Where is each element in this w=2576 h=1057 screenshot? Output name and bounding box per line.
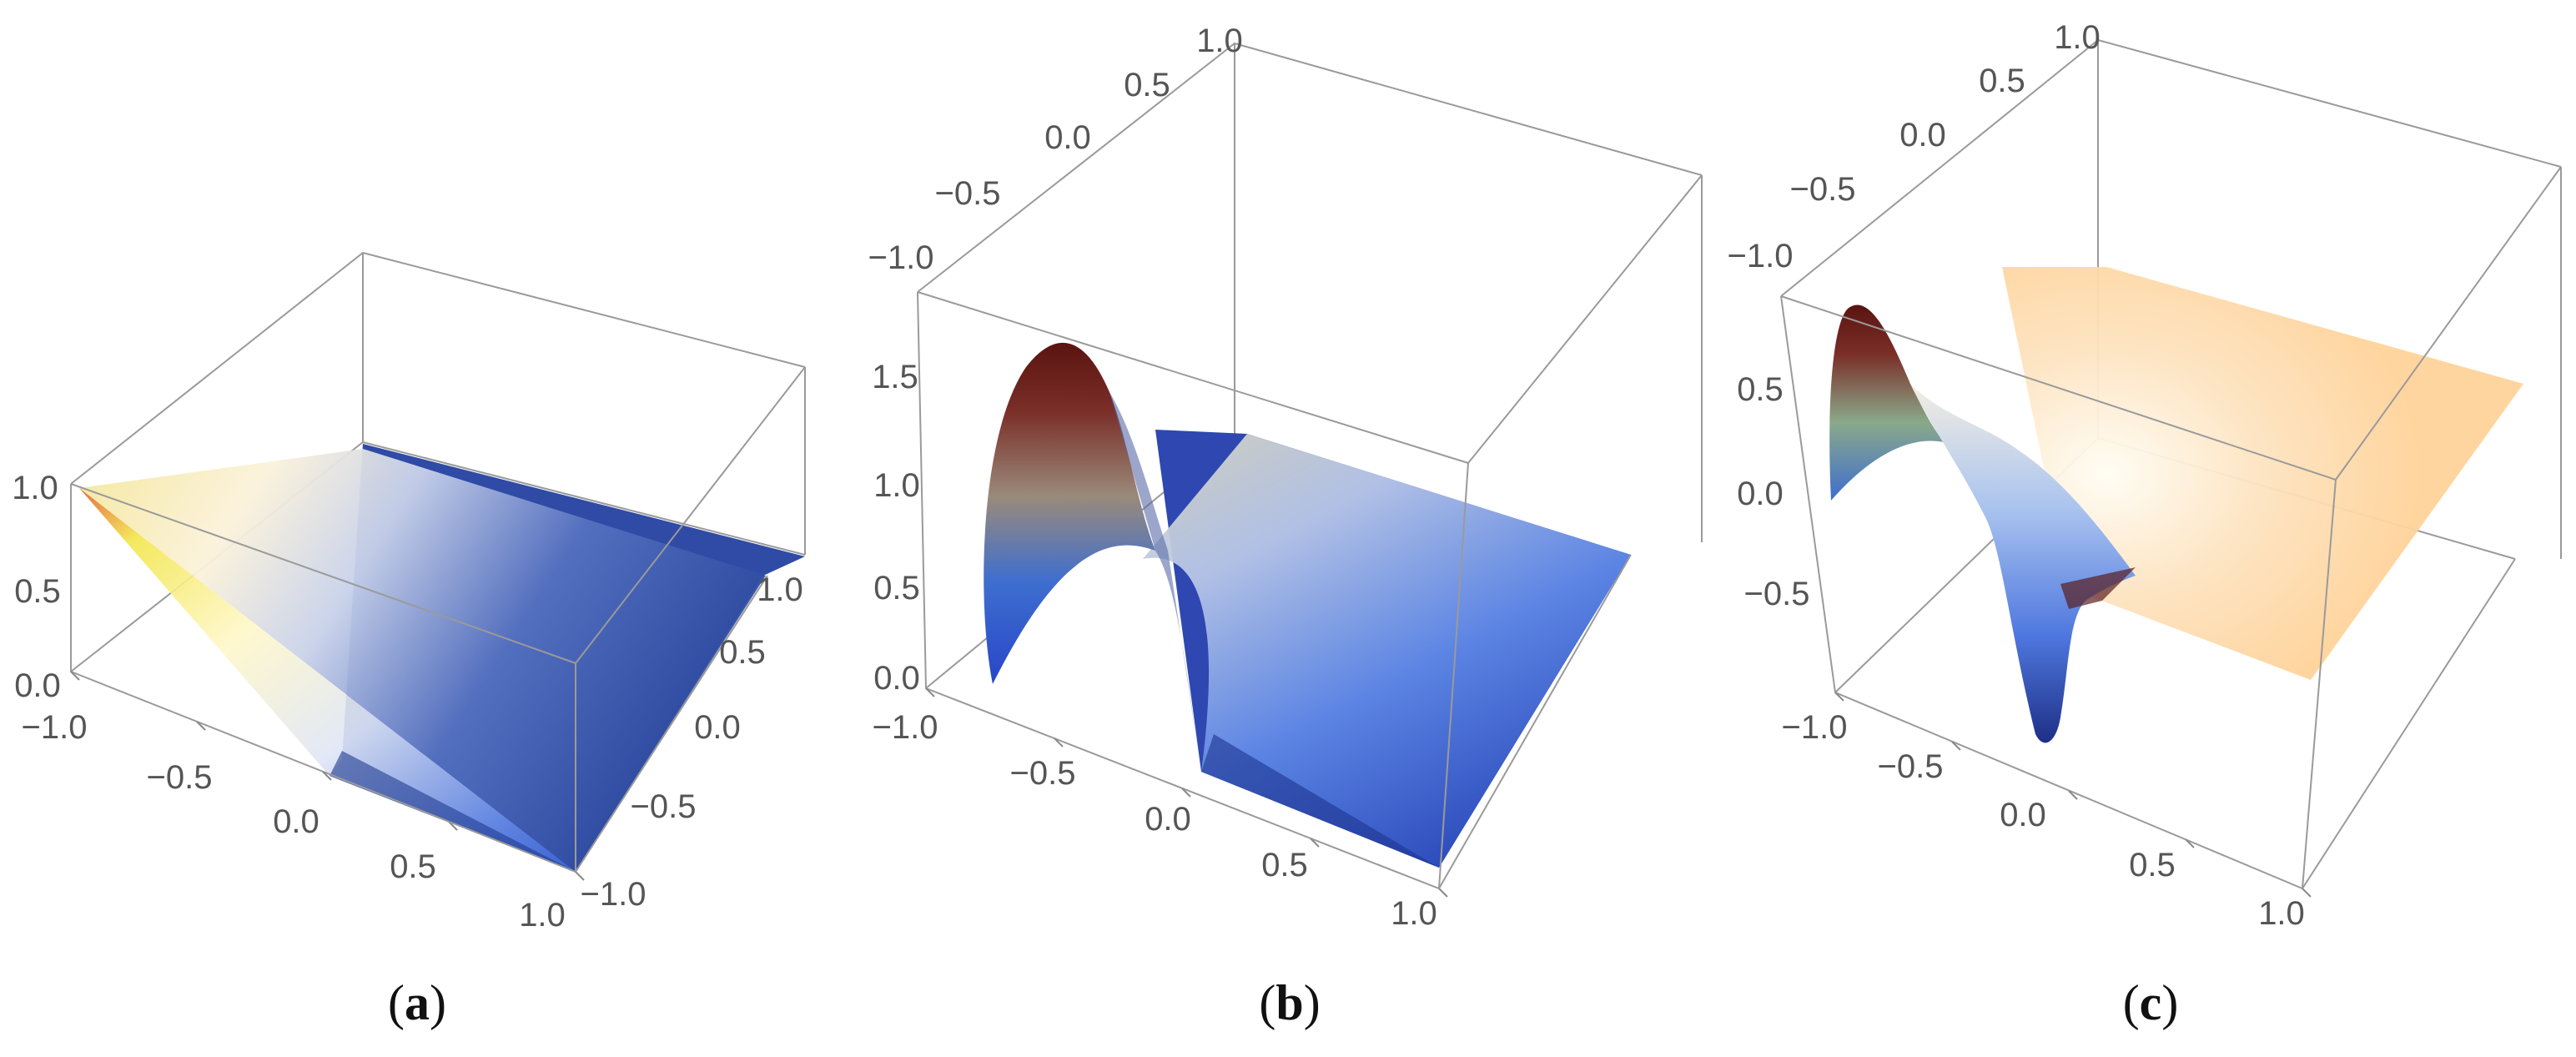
panel-c-y-tick: −1.0 (1728, 238, 1794, 274)
panel-b-z-tick: 0.0 (873, 660, 920, 697)
panel-a-surface-left (79, 488, 576, 872)
panel-b-y-tick: −1.0 (868, 239, 934, 276)
panel-a-surface-right (79, 449, 766, 872)
panel-b-z-axis: 0.0 0.5 1.0 1.5 (872, 359, 920, 697)
panel-b-z-tick: 1.5 (872, 359, 918, 395)
panel-c-y-tick: 0.5 (1979, 63, 2025, 99)
panel-a-z-axis: 0.0 0.5 1.0 (12, 470, 61, 704)
panel-b-x-tick: 0.0 (1145, 801, 1191, 838)
panel-c-box-front (1780, 166, 2562, 890)
panel-a-x-tick: −0.5 (147, 759, 213, 796)
panel-a-x-tick: 0.5 (390, 848, 436, 885)
panel-a-x-tick: 1.0 (519, 897, 566, 934)
panel-c-y-tick: 0.0 (1899, 117, 1946, 154)
panel-a-z-tick: 1.0 (12, 470, 58, 506)
panel-c-surface-trough (1910, 384, 2136, 743)
panel-c-x-tick: −1.0 (1782, 709, 1848, 746)
panel-b-surface-hump (984, 342, 1155, 684)
panel-c-z-tick: −0.5 (1744, 576, 1810, 612)
panel-b-x-tick: 0.5 (1261, 847, 1308, 883)
panel-b-x-tick: −1.0 (873, 709, 938, 746)
panel-c-z-tick: 0.0 (1737, 476, 1784, 512)
panel-a-y-tick: 0.0 (694, 709, 741, 746)
panel-b-y-tick: −0.5 (935, 175, 1001, 212)
panel-a-surface (79, 444, 805, 872)
panel-b-z-tick: 1.0 (873, 467, 920, 504)
panel-c-x-axis: −1.0 −0.5 0.0 0.5 1.0 (1782, 692, 2312, 932)
panel-b-x-tick: 1.0 (1391, 895, 1437, 932)
panel-b-y-axis: −1.0 −0.5 0.0 0.5 1.0 (868, 23, 1243, 276)
panel-b-caption: (b) (1259, 975, 1320, 1030)
panel-a-y-tick: 1.0 (757, 571, 803, 608)
panel-a-y-tick: −0.5 (631, 788, 697, 825)
panel-c-surface (1829, 267, 2523, 743)
panel-a-z-tick: 0.5 (14, 573, 61, 610)
panel-c-y-axis: −1.0 −0.5 0.0 0.5 1.0 (1728, 19, 2101, 274)
panel-c-y-tick: 1.0 (2054, 19, 2101, 56)
panel-a-y-tick: 0.5 (719, 634, 766, 671)
panel-c-z-axis: −0.5 0.0 0.5 (1737, 371, 1809, 612)
panel-b: −1.0 −0.5 0.0 0.5 1.0 −1.0 −0.5 0.0 0.5 … (868, 23, 1703, 1030)
panel-b-y-tick: 1.0 (1196, 23, 1243, 59)
panel-b-z-tick: 0.5 (873, 570, 920, 607)
panel-c-surface-fold (2060, 567, 2136, 609)
panel-a-y-tick: −1.0 (581, 876, 647, 913)
panel-a-y-axis: −1.0 −0.5 0.0 0.5 1.0 (581, 571, 803, 913)
panel-c-x-tick: 0.5 (2129, 847, 2176, 883)
panel-c-y-tick: −0.5 (1790, 171, 1856, 208)
panel-c-surface-hump (1829, 305, 1944, 501)
panel-c-caption: (c) (2123, 975, 2179, 1030)
panel-a-x-tick: 0.0 (273, 803, 319, 840)
panel-c-x-tick: 0.0 (2000, 797, 2046, 833)
panel-b-y-tick: 0.0 (1044, 119, 1091, 156)
panel-c-x-tick: 1.0 (2258, 895, 2305, 932)
panel-a-caption: (a) (388, 975, 446, 1030)
panel-b-x-tick: −0.5 (1010, 755, 1076, 792)
panel-c-z-tick: 0.5 (1737, 371, 1784, 408)
panel-c-x-tick: −0.5 (1878, 748, 1944, 785)
panel-b-surface-front (1143, 434, 1631, 868)
panel-b-y-tick: 0.5 (1124, 67, 1170, 103)
panel-a-x-axis: −1.0 −0.5 0.0 0.5 1.0 (22, 671, 585, 934)
panel-b-surface-shadow (1201, 734, 1439, 868)
panel-b-surface (984, 342, 1631, 868)
panel-c: −1.0 −0.5 0.0 0.5 1.0 −1.0 −0.5 0.0 0.5 … (1728, 19, 2562, 1030)
panel-a: −1.0 −0.5 0.0 0.5 1.0 −1.0 −0.5 0.0 0.5 … (12, 251, 806, 1030)
panel-b-x-axis: −1.0 −0.5 0.0 0.5 1.0 (873, 687, 1448, 932)
panel-a-surface-shadow (330, 751, 576, 872)
panel-a-x-tick: −1.0 (22, 709, 88, 746)
panel-a-z-tick: 0.0 (14, 667, 61, 704)
